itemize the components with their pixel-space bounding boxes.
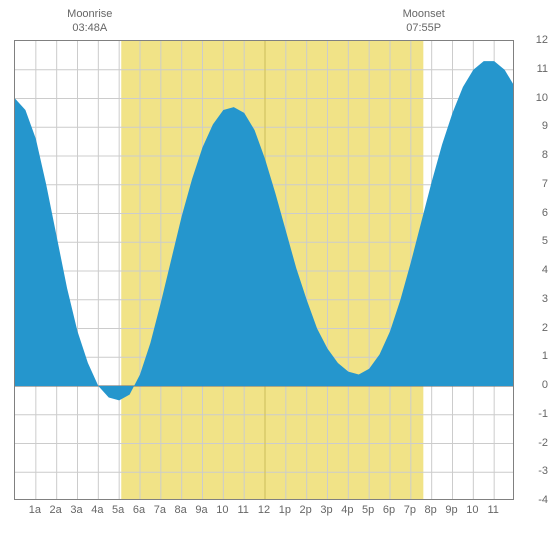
x-tick-label: 3p	[320, 504, 332, 516]
x-tick-label: 8a	[175, 504, 187, 516]
y-tick-label: -3	[538, 465, 548, 477]
y-tick-label: 8	[542, 149, 548, 161]
x-tick-label: 9a	[195, 504, 207, 516]
y-tick-label: 9	[542, 120, 548, 132]
x-tick-label: 6p	[383, 504, 395, 516]
x-tick-label: 10	[466, 504, 478, 516]
x-tick-label: 2a	[50, 504, 62, 516]
y-tick-label: 2	[542, 322, 548, 334]
x-tick-label: 7a	[154, 504, 166, 516]
x-tick-label: 5a	[112, 504, 124, 516]
x-tick-label: 1a	[29, 504, 41, 516]
y-tick-label: 0	[542, 379, 548, 391]
y-tick-label: 12	[536, 34, 548, 46]
y-axis-labels: -4-3-2-10123456789101112	[526, 40, 548, 500]
moonrise-title: Moonrise	[67, 8, 112, 20]
tide-chart-svg	[15, 41, 514, 500]
x-axis-labels: 1a 2a 3a 4a 5a 6a 7a 8a 9a 10 11 12 1p 2p 3p 4p 5p 6p 7p 8p…	[14, 504, 514, 524]
y-tick-label: 6	[542, 207, 548, 219]
moonset-label: Moonset 07:55P	[403, 7, 445, 36]
x-tick-label: 1p	[279, 504, 291, 516]
chart-plot-area	[14, 40, 514, 500]
y-tick-label: -4	[538, 494, 548, 506]
x-tick-label: 10	[216, 504, 228, 516]
x-tick-label: 8p	[425, 504, 437, 516]
moonrise-label: Moonrise 03:48A	[67, 7, 112, 36]
y-tick-label: 5	[542, 235, 548, 247]
y-tick-label: -2	[538, 437, 548, 449]
y-tick-label: 1	[542, 350, 548, 362]
x-tick-label: 6a	[133, 504, 145, 516]
x-tick-label: 11	[237, 504, 248, 516]
x-tick-label: 9p	[445, 504, 457, 516]
y-tick-label: -1	[538, 408, 548, 420]
x-tick-label: 3a	[70, 504, 82, 516]
y-tick-label: 3	[542, 293, 548, 305]
x-tick-label: 11	[487, 504, 498, 516]
y-tick-label: 10	[536, 92, 548, 104]
x-tick-label: 4a	[91, 504, 103, 516]
y-tick-label: 11	[537, 63, 548, 75]
x-tick-label: 7p	[404, 504, 416, 516]
y-tick-label: 7	[542, 178, 548, 190]
x-tick-label: 5p	[362, 504, 374, 516]
y-tick-label: 4	[542, 264, 548, 276]
x-tick-label: 12	[258, 504, 270, 516]
x-tick-label: 4p	[341, 504, 353, 516]
moonrise-time: 03:48A	[72, 22, 107, 34]
moonset-time: 07:55P	[406, 22, 441, 34]
moonset-title: Moonset	[403, 8, 445, 20]
x-tick-label: 2p	[300, 504, 312, 516]
